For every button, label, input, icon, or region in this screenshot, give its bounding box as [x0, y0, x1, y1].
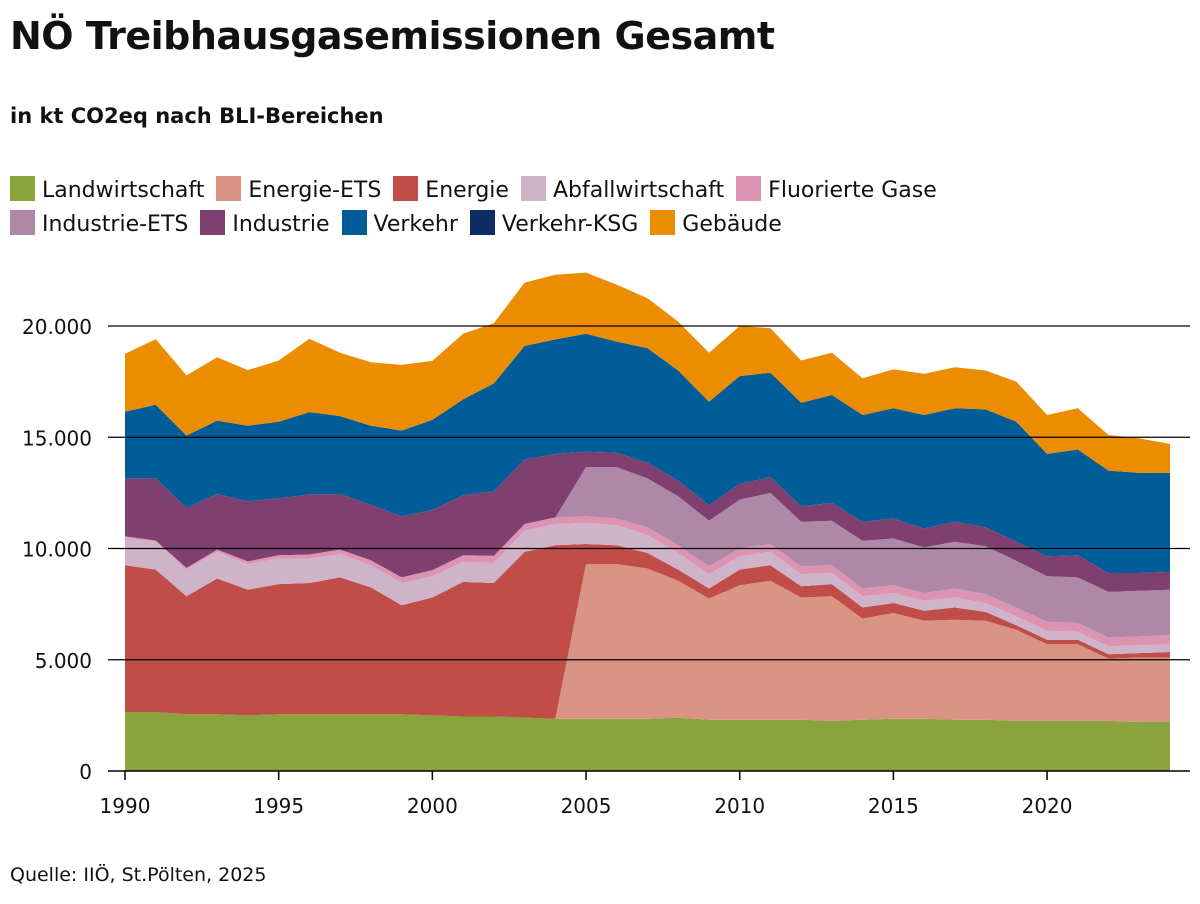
legend-label: Landwirtschaft — [42, 178, 205, 203]
y-tick-label: 10.000 — [22, 538, 92, 562]
legend-item-verkehr-ksg: Verkehr-KSG — [469, 208, 639, 242]
x-tick-label: 2000 — [407, 794, 458, 818]
legend-label: Fluorierte Gase — [768, 178, 937, 203]
legend-swatch — [393, 176, 419, 201]
x-tick-label: 2020 — [1022, 794, 1073, 818]
legend-swatch — [650, 210, 676, 235]
area-energie — [125, 544, 1170, 719]
legend-label: Industrie-ETS — [42, 212, 189, 237]
area-gebäude — [125, 272, 1170, 473]
chart-legend: Landwirtschaft Energie-ETS Energie Abfallwi… — [10, 174, 1020, 242]
area-layers — [125, 272, 1170, 771]
legend-item-industrie-ets: Industrie-ETS — [10, 208, 188, 242]
legend-swatch — [520, 176, 546, 201]
x-tick-label: 1995 — [253, 794, 304, 818]
legend-item-verkehr: Verkehr — [341, 208, 458, 242]
legend-item-fluorierte-gase: Fluorierte Gase — [736, 174, 937, 208]
legend-label: Energie-ETS — [248, 178, 382, 203]
y-tick-label: 15.000 — [22, 426, 92, 450]
y-tick-label: 20.000 — [22, 315, 92, 339]
area-industrie-ets — [125, 467, 1170, 638]
area-verkehr — [125, 333, 1170, 573]
y-axis-ticks: 0 5.000 10.000 15.000 20.000 — [22, 315, 92, 784]
area-industrie — [125, 451, 1170, 592]
area-energie-ets — [125, 564, 1170, 722]
area-abfallwirtschaft — [125, 522, 1170, 655]
legend-label: Industrie — [232, 212, 330, 237]
chart-title: NÖ Treibhausgasemissionen Gesamt — [10, 14, 775, 58]
y-tick-label: 5.000 — [35, 649, 92, 673]
source-note: Quelle: IIÖ, St.Pölten, 2025 — [10, 864, 267, 886]
legend-label: Verkehr — [373, 212, 458, 237]
grid-lines — [108, 325, 1190, 661]
legend-label: Gebäude — [682, 212, 782, 237]
legend-label: Verkehr-KSG — [501, 212, 639, 237]
legend-swatch — [736, 176, 762, 201]
legend-item-gebäude: Gebäude — [650, 208, 782, 242]
legend-item-energie: Energie — [393, 174, 509, 208]
x-tick-label: 2015 — [868, 794, 919, 818]
legend-swatch — [10, 210, 35, 235]
area-landwirtschaft — [125, 712, 1170, 771]
x-tick-label: 2005 — [561, 794, 612, 818]
legend-swatch — [469, 210, 495, 235]
legend-item-abfallwirtschaft: Abfallwirtschaft — [520, 174, 725, 208]
legend-item-landwirtschaft: Landwirtschaft — [10, 174, 204, 208]
x-tick-label: 2010 — [714, 794, 765, 818]
chart-subtitle: in kt CO2eq nach BLI-Bereichen — [10, 104, 384, 128]
legend-swatch — [341, 210, 367, 235]
legend-item-energie-ets: Energie-ETS — [216, 174, 381, 208]
x-axis: 1990 1995 2000 2005 2010 2015 2020 — [100, 770, 1190, 818]
legend-item-industrie: Industrie — [200, 208, 330, 242]
x-tick-label: 1990 — [100, 794, 151, 818]
legend-swatch — [216, 176, 242, 201]
legend-swatch — [200, 210, 226, 235]
legend-swatch — [10, 176, 35, 201]
legend-label: Abfallwirtschaft — [552, 178, 725, 203]
legend-label: Energie — [425, 178, 509, 203]
y-tick-label: 0 — [79, 760, 92, 784]
